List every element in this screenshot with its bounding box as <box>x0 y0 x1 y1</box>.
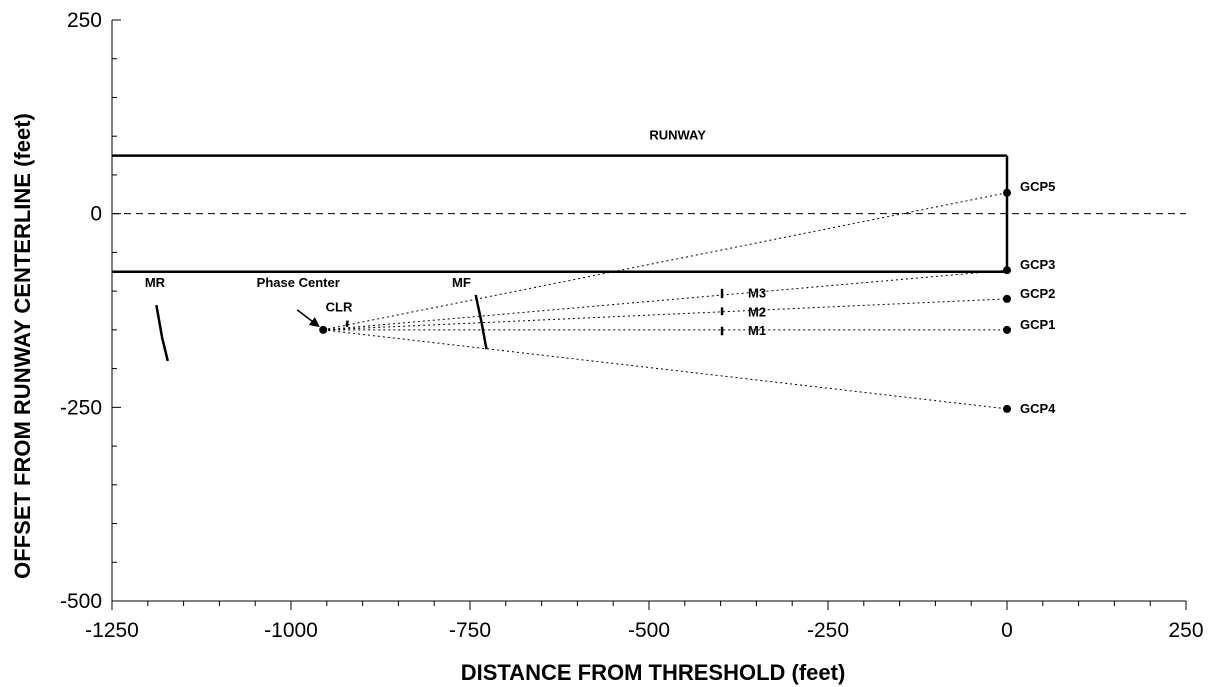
gcp-label: GCP2 <box>1020 286 1055 301</box>
phase-center-label: Phase Center <box>257 275 340 290</box>
sight-line <box>323 269 1008 331</box>
plot-lines-group <box>112 154 1186 410</box>
antenna-array-curve <box>155 304 170 362</box>
gcp-label: GCP1 <box>1020 317 1055 332</box>
gcp-point <box>1003 294 1011 303</box>
phase-center-point <box>319 325 328 334</box>
antenna-label: CLR <box>326 300 353 315</box>
antenna-array-curve <box>474 294 488 350</box>
monitor-label: M1 <box>748 323 766 338</box>
x-tick-label: -500 <box>628 619 670 642</box>
antenna-array-curve <box>345 320 349 327</box>
runway-label: RUNWAY <box>649 128 706 143</box>
x-tick-label: -1000 <box>264 619 318 642</box>
monitor-label: M3 <box>748 286 766 301</box>
gcp-label: GCP3 <box>1020 257 1055 272</box>
gcp-point <box>1003 325 1011 334</box>
antenna-label: MF <box>452 275 471 290</box>
x-tick-label: 250 <box>1168 619 1203 642</box>
marks-group <box>155 188 1011 413</box>
x-tick-label: 0 <box>1001 619 1013 642</box>
y-tick-label: 0 <box>90 203 102 226</box>
monitor-label: M2 <box>748 304 766 319</box>
x-axis-title: DISTANCE FROM THRESHOLD (feet) <box>461 660 846 685</box>
gcp-label: GCP5 <box>1020 179 1055 194</box>
sight-line <box>323 192 1008 331</box>
y-tick-label: 250 <box>67 9 102 32</box>
gcp-label: GCP4 <box>1020 401 1056 416</box>
x-tick-label: -250 <box>807 619 849 642</box>
x-tick-label: -750 <box>449 619 491 642</box>
y-axis-title: OFFSET FROM RUNWAY CENTERLINE (feet) <box>10 113 35 579</box>
gcp-point <box>1003 404 1011 413</box>
antenna-label: MR <box>145 275 166 290</box>
sight-line <box>323 329 1008 410</box>
y-tick-label: -500 <box>60 590 102 613</box>
gcp-point <box>1003 266 1011 275</box>
gcp-point <box>1003 188 1011 197</box>
x-tick-label: -1250 <box>85 619 139 642</box>
phase-center-arrow <box>296 309 320 328</box>
y-tick-label: -250 <box>60 396 102 419</box>
axes-group: -1250 -1000 -750 -500 -250 0 250 -500 -250 0 250 <box>60 9 1204 642</box>
labels-group: GCP5 GCP3 GCP2 GCP1 GCP4 M3 M2 M1 MR CLR MF <box>145 179 1056 416</box>
sight-line <box>323 298 1008 331</box>
